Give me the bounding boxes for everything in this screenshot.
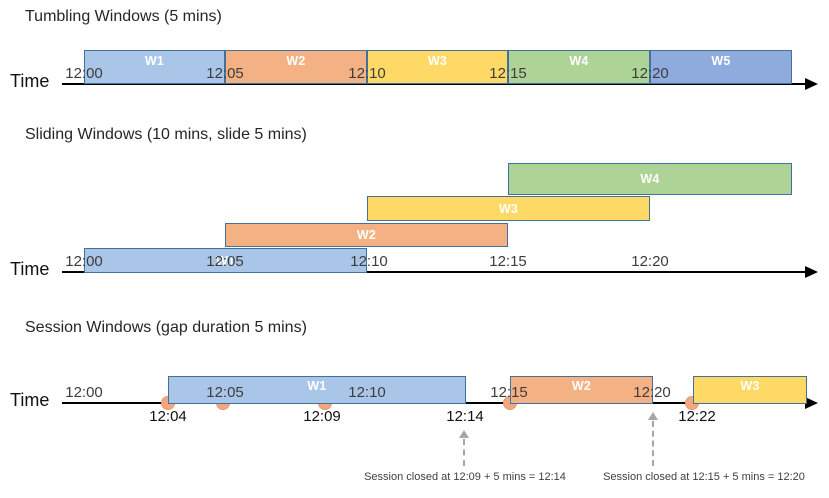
time-tick-label: 12:10 (348, 65, 386, 82)
window-label: W2 (356, 228, 377, 242)
window-label: W1 (215, 253, 236, 268)
window-label: W3 (498, 201, 519, 216)
window-bar-w3: W3 (693, 376, 807, 404)
session-closed-note: Session closed at 12:09 + 5 mins = 12:14 (364, 471, 566, 483)
time-tick-label: 12:00 (65, 384, 103, 401)
timeline-axis (62, 83, 806, 85)
annotation-arrow (463, 439, 465, 466)
annotation-arrow (652, 421, 654, 466)
arrow-right-icon (805, 397, 818, 409)
timeline-axis (62, 271, 806, 273)
window-bar-w2: W2 (225, 50, 367, 84)
section-title: Tumbling Windows (5 mins) (25, 8, 222, 25)
window-bar-w4: W4 (508, 50, 650, 84)
time-tick-label: 12:15 (490, 384, 528, 401)
time-tick-label: 12:05 (206, 253, 244, 270)
window-label: W3 (740, 378, 760, 393)
window-label: W4 (569, 54, 589, 68)
time-tick-label: 12:20 (631, 253, 669, 270)
arrow-right-icon (805, 266, 818, 278)
window-bar-w1: W1 (168, 376, 466, 404)
event-time-label: 12:14 (446, 408, 484, 425)
window-label: W2 (286, 54, 306, 68)
time-tick-label: 12:00 (65, 253, 103, 270)
time-tick-label: 12:05 (206, 384, 244, 401)
time-tick-label: 12:20 (631, 65, 669, 82)
event-time-label: 12:09 (303, 408, 341, 425)
time-tick-label: 12:15 (489, 253, 527, 270)
time-tick-label: 12:00 (65, 65, 103, 82)
window-label: W4 (640, 172, 660, 186)
time-axis-label: Time (10, 71, 50, 91)
time-tick-label: 12:10 (348, 384, 386, 401)
arrow-up-icon (648, 412, 658, 420)
window-bar-w1: W1 (84, 50, 225, 84)
window-label: W3 (427, 54, 448, 68)
window-bar-w2: W2 (510, 376, 653, 404)
time-axis-label: Time (10, 259, 50, 279)
time-tick-label: 12:15 (489, 65, 527, 82)
window-bar-w1: W1 (84, 248, 367, 273)
window-label: W1 (144, 54, 165, 68)
window-label: W2 (571, 378, 592, 393)
time-axis-label: Time (10, 390, 50, 410)
time-tick-label: 12:20 (633, 384, 671, 401)
window-label: W1 (307, 378, 327, 393)
session-closed-note: Session closed at 12:15 + 5 mins = 12:20 (603, 471, 805, 483)
time-tick-label: 12:05 (206, 65, 244, 82)
window-bar-w5: W5 (650, 50, 792, 84)
section-title: Sliding Windows (10 mins, slide 5 mins) (25, 126, 307, 143)
arrow-right-icon (805, 78, 818, 90)
section-title: Session Windows (gap duration 5 mins) (25, 319, 307, 336)
arrow-up-icon (459, 430, 469, 438)
window-bar-w2: W2 (225, 223, 508, 247)
time-tick-label: 12:10 (350, 253, 388, 270)
window-bar-w4: W4 (508, 163, 792, 195)
window-label: W5 (711, 54, 731, 68)
event-time-label: 12:22 (678, 408, 716, 425)
window-bar-w3: W3 (367, 196, 650, 221)
event-time-label: 12:04 (149, 408, 187, 425)
window-bar-w3: W3 (367, 50, 508, 84)
